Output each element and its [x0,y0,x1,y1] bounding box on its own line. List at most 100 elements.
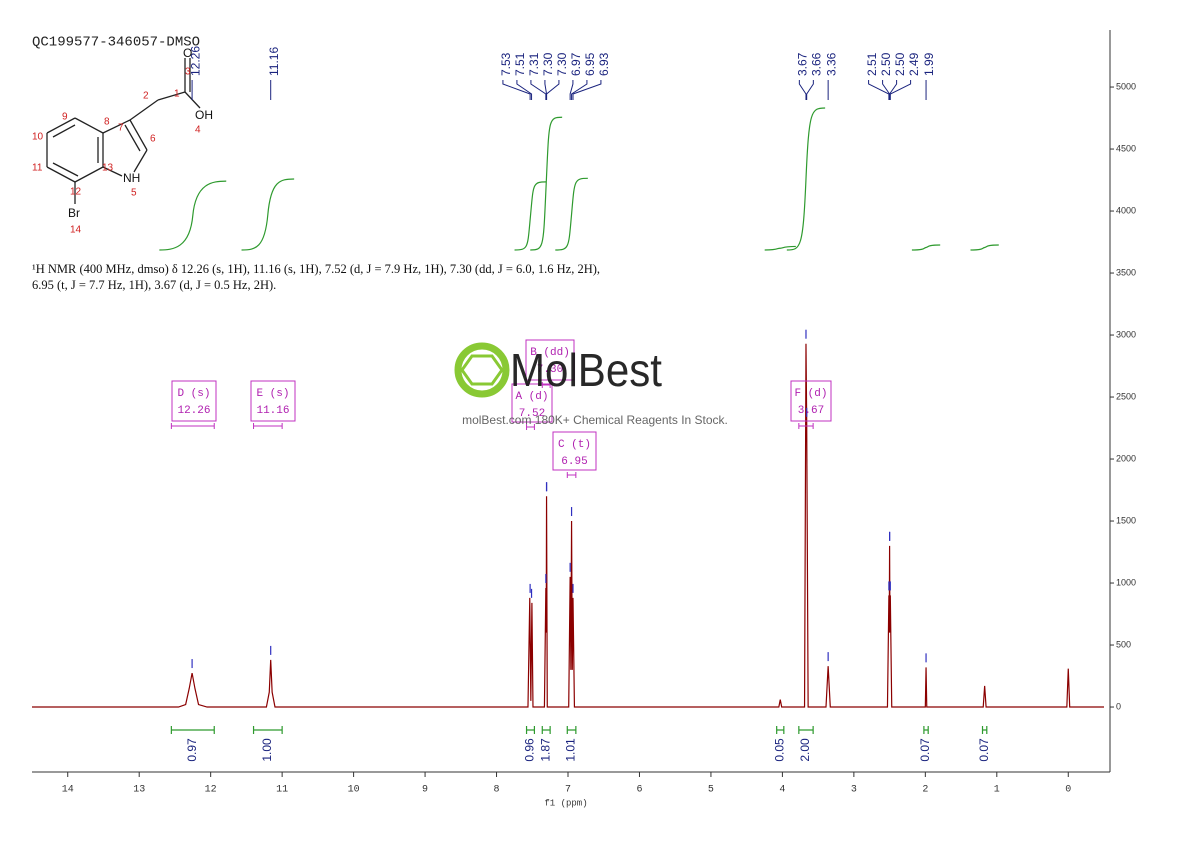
integral-label: 0.96 [523,738,537,762]
multiplet-name: B (dd) [530,347,570,359]
x-tick-label: 13 [133,785,145,796]
integral-label: 1.01 [564,738,578,762]
y-tick-label: 3500 [1116,267,1136,277]
y-tick-label: 1500 [1116,515,1136,525]
multiplet-box [525,339,575,381]
peak-connector [572,80,602,100]
multiplet-bracket [526,424,535,430]
atom-number: 12 [70,187,82,198]
atom-number: 4 [195,125,201,136]
bond [157,91,186,101]
integral-bracket [776,726,785,734]
multiplet-shift: 3.67 [798,405,824,417]
x-tick-label: 3 [851,785,857,796]
y-tick-label: 2000 [1116,453,1136,463]
peak-connector [571,80,588,100]
peak-label: 6.93 [597,52,611,76]
watermark: MolBest molBest.com 180K+ Chemical Reage… [454,342,728,427]
x-axis-label: f1 (ppm) [544,798,587,808]
peak-label: 7.31 [527,52,541,76]
x-tick-label: 1 [994,785,1000,796]
peak-connector [546,80,560,100]
multiplet-name: C (t) [558,439,591,451]
atom-number: 10 [32,132,44,143]
x-tick-label: 11 [276,785,288,796]
atom: NH [123,171,140,185]
integral-bracket [170,726,215,734]
nmr-description: ¹H NMR (400 MHz, dmso) δ 12.26 (s, 1H), … [32,262,601,292]
multiplet-name: F (d) [794,388,827,400]
bond [129,99,159,121]
multiplet-bracket [170,423,215,429]
integral-bracket [923,726,929,734]
multiplet-bracket [541,382,551,388]
multiplet-bracket [566,472,577,478]
watermark-tagline: molBest.com 180K+ Chemical Reagents In S… [462,413,728,427]
integral-curve [530,116,563,251]
x-tick-label: 12 [205,785,217,796]
x-tick-label: 0 [1065,785,1071,796]
atom-number: 11 [32,163,43,174]
multiplet-shift: 7.52 [519,408,545,420]
bond [129,119,148,151]
multiplet-shift: 12.26 [177,405,210,417]
molecule [46,58,201,204]
atom-number: 14 [70,225,82,236]
peak-connector [889,80,912,100]
integral-label: 0.05 [772,738,786,762]
x-tick-label: 14 [62,785,74,796]
multiplet-name: D (s) [177,388,210,400]
bond [52,162,79,177]
atom-number: 8 [104,117,110,128]
bond [74,117,104,134]
peak-label: 3.67 [796,52,810,76]
integral-label: 0.07 [977,738,991,762]
integral-curve [159,180,227,251]
y-tick-label: 4500 [1116,143,1136,153]
peak-connector [889,80,898,100]
atom-number: 13 [102,163,114,174]
y-tick-label: 4000 [1116,205,1136,215]
peak-label: 2.49 [907,52,921,76]
integral-bracket [252,726,283,734]
integral-bracket [525,726,536,734]
y-tick-label: 1000 [1116,577,1136,587]
integral-curve [911,244,941,251]
peak-label: 6.97 [569,52,583,76]
logo-hex [460,354,504,386]
peak-connector [798,80,807,100]
atom-labels: O 3 2 1 OH 4 7 6 9 8 10 13 11 12 NH 5 Br… [32,46,213,235]
peak-connector [502,80,531,100]
integral-curve [555,177,588,251]
atom-number: 5 [131,188,137,199]
y-tick-label: 3000 [1116,329,1136,339]
multiplet-box [511,383,553,423]
atom: Br [68,206,80,220]
integral-curve [764,245,796,251]
integral-label: 1.00 [260,738,274,762]
bond [102,119,131,134]
multiplet-shift: 6.95 [561,456,587,468]
multiplet-box [171,380,217,422]
atom-number: 6 [150,134,156,145]
peak-label: 7.51 [513,52,527,76]
watermark-brand: MolBest [510,344,662,396]
integral-curve [514,181,547,251]
peak-label: 7.30 [555,52,569,76]
multiplet-shift: 7.30 [537,364,563,376]
spectrum-line [32,343,1104,708]
x-tick-label: 9 [422,785,428,796]
bond [46,117,76,134]
peak-label: 7.30 [541,52,555,76]
integral-curve [970,244,999,251]
integral-curve [241,178,295,251]
peak-label: 3.36 [824,52,838,76]
peak-label: 12.26 [188,46,202,76]
bond [46,166,76,183]
peak-label: 3.66 [810,52,824,76]
multiplet-box [250,380,296,422]
multiplet-box [552,431,597,471]
multiplet-box [790,380,832,422]
peak-connector [569,80,574,100]
atom-number: 1 [174,89,180,100]
